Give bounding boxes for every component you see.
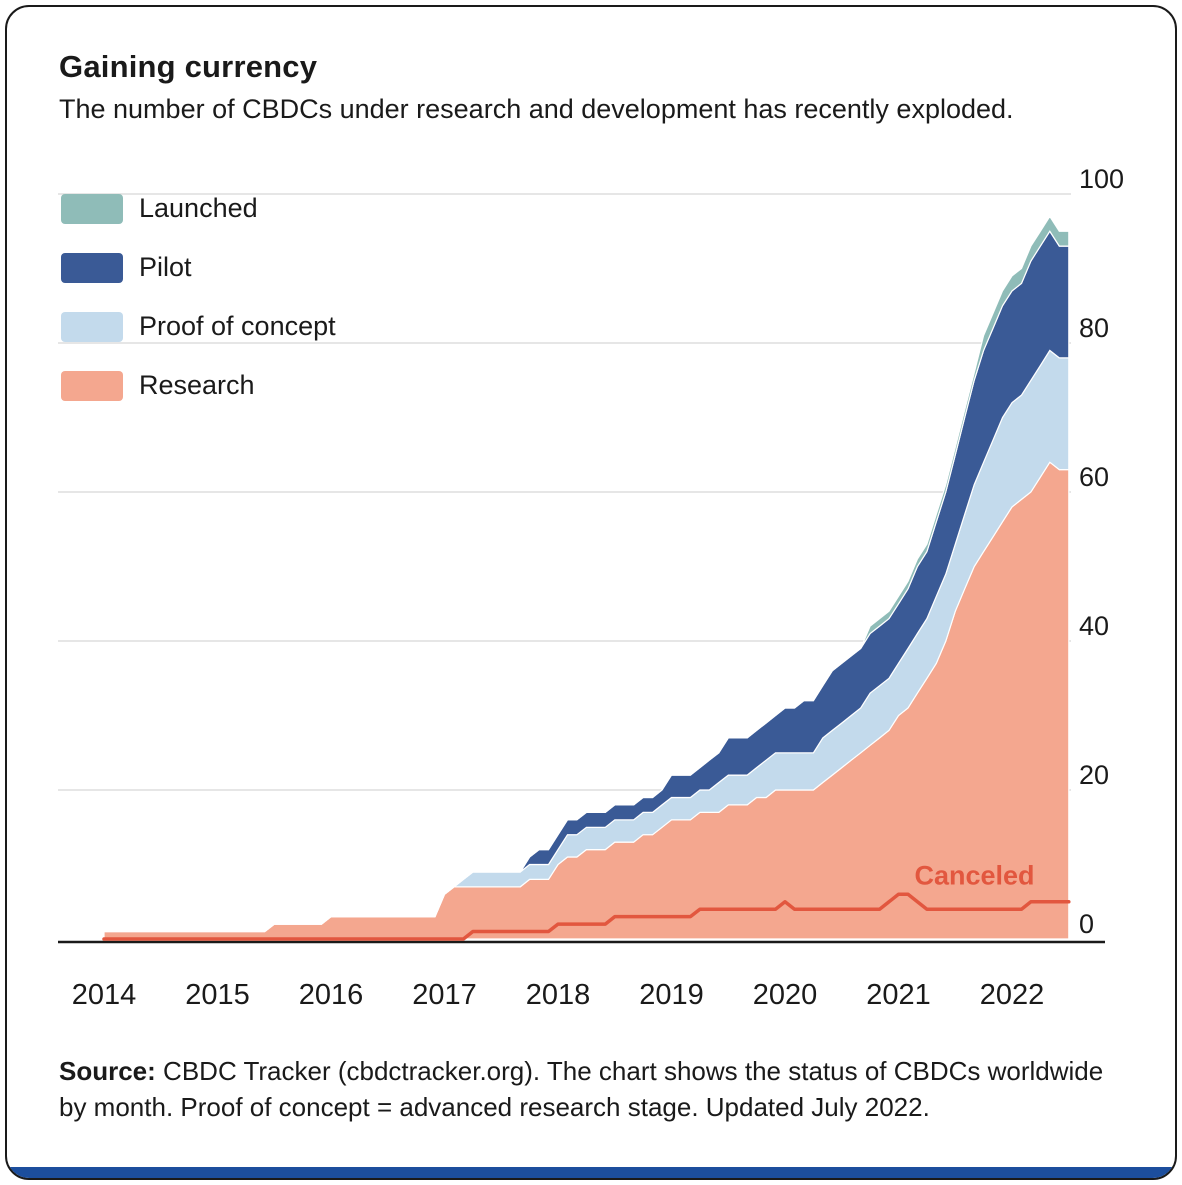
x-axis-label: 2020: [753, 979, 818, 1011]
y-axis-label: 60: [1079, 462, 1109, 492]
chart-card: 0 20 40 60 80 100 2014 2015 2016 2017 2018 2019 2020…: [5, 5, 1177, 1180]
legend-item-pilot: Pilot: [61, 252, 336, 283]
y-axis-label: 0: [1079, 909, 1094, 939]
canceled-label: Canceled: [915, 861, 1035, 891]
y-axis-label: 20: [1079, 760, 1109, 790]
legend-swatch: [61, 370, 123, 401]
x-axis-label: 2019: [639, 979, 704, 1011]
legend-label: Pilot: [139, 252, 192, 282]
source-text: CBDC Tracker (cbdctracker.org). The char…: [59, 1056, 1104, 1123]
x-axis-label: 2021: [866, 979, 931, 1011]
legend-item-launched: Launched: [61, 193, 336, 224]
x-axis-label: 2016: [299, 979, 364, 1011]
y-axis-label: 40: [1079, 611, 1109, 641]
chart-svg: 0 20 40 60 80 100 2014 2015 2016 2017 2018 2019 2020…: [58, 164, 1124, 1011]
y-axis-label: 100: [1079, 164, 1124, 194]
bottom-accent-bar: [7, 1167, 1175, 1178]
x-axis-label: 2014: [72, 979, 137, 1011]
area-launched: [104, 215, 1070, 933]
legend-swatch: [61, 311, 123, 342]
chart-title: Gaining currency: [59, 49, 318, 84]
legend-label: Research: [139, 370, 255, 400]
legend-swatch: [61, 193, 123, 224]
legend-label: Proof of concept: [139, 311, 336, 341]
legend-label: Launched: [139, 193, 258, 223]
legend-swatch: [61, 252, 123, 283]
legend-item-research: Research: [61, 370, 336, 401]
x-axis-label: 2017: [412, 979, 477, 1011]
source-note: Source: CBDC Tracker (cbdctracker.org). …: [59, 1053, 1131, 1126]
canceled-line: [102, 892, 1071, 941]
x-axis-label: 2015: [185, 979, 250, 1011]
y-axis-label: 80: [1079, 313, 1109, 343]
chart-subtitle: The number of CBDCs under research and d…: [59, 94, 1014, 124]
legend-item-proof-of-concept: Proof of concept: [61, 311, 336, 342]
source-label: Source:: [59, 1056, 156, 1086]
legend: Launched Pilot Proof of concept Research: [61, 193, 336, 401]
x-axis-label: 2018: [526, 979, 591, 1011]
x-axis-label: 2022: [980, 979, 1045, 1011]
header: Gaining currency The number of CBDCs und…: [59, 49, 1119, 125]
